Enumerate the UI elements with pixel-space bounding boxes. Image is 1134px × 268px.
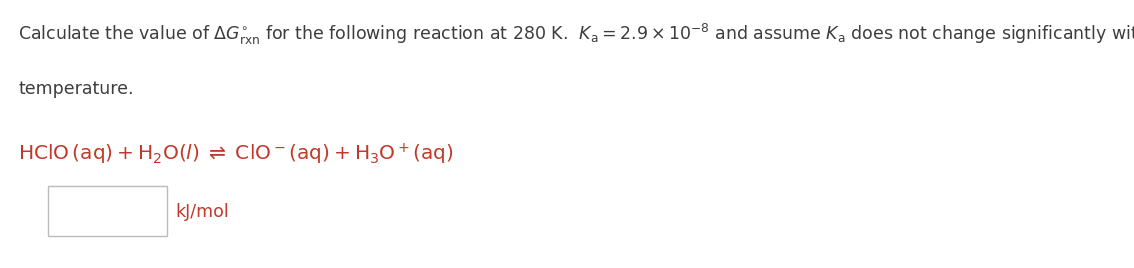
Text: Calculate the value of $\Delta G^{\circ}_{\rm rxn}$ for the following reaction a: Calculate the value of $\Delta G^{\circ}… bbox=[18, 21, 1134, 47]
Bar bbox=[48, 186, 167, 236]
Text: temperature.: temperature. bbox=[18, 80, 134, 98]
Text: kJ/mol: kJ/mol bbox=[176, 203, 229, 221]
Text: $\rm HClO\,(aq) + H_2O(\mathit{l})$$\;\rightleftharpoons\;$$\rm ClO^-(aq) + H_3O: $\rm HClO\,(aq) + H_2O(\mathit{l})$$\;\r… bbox=[18, 142, 454, 167]
